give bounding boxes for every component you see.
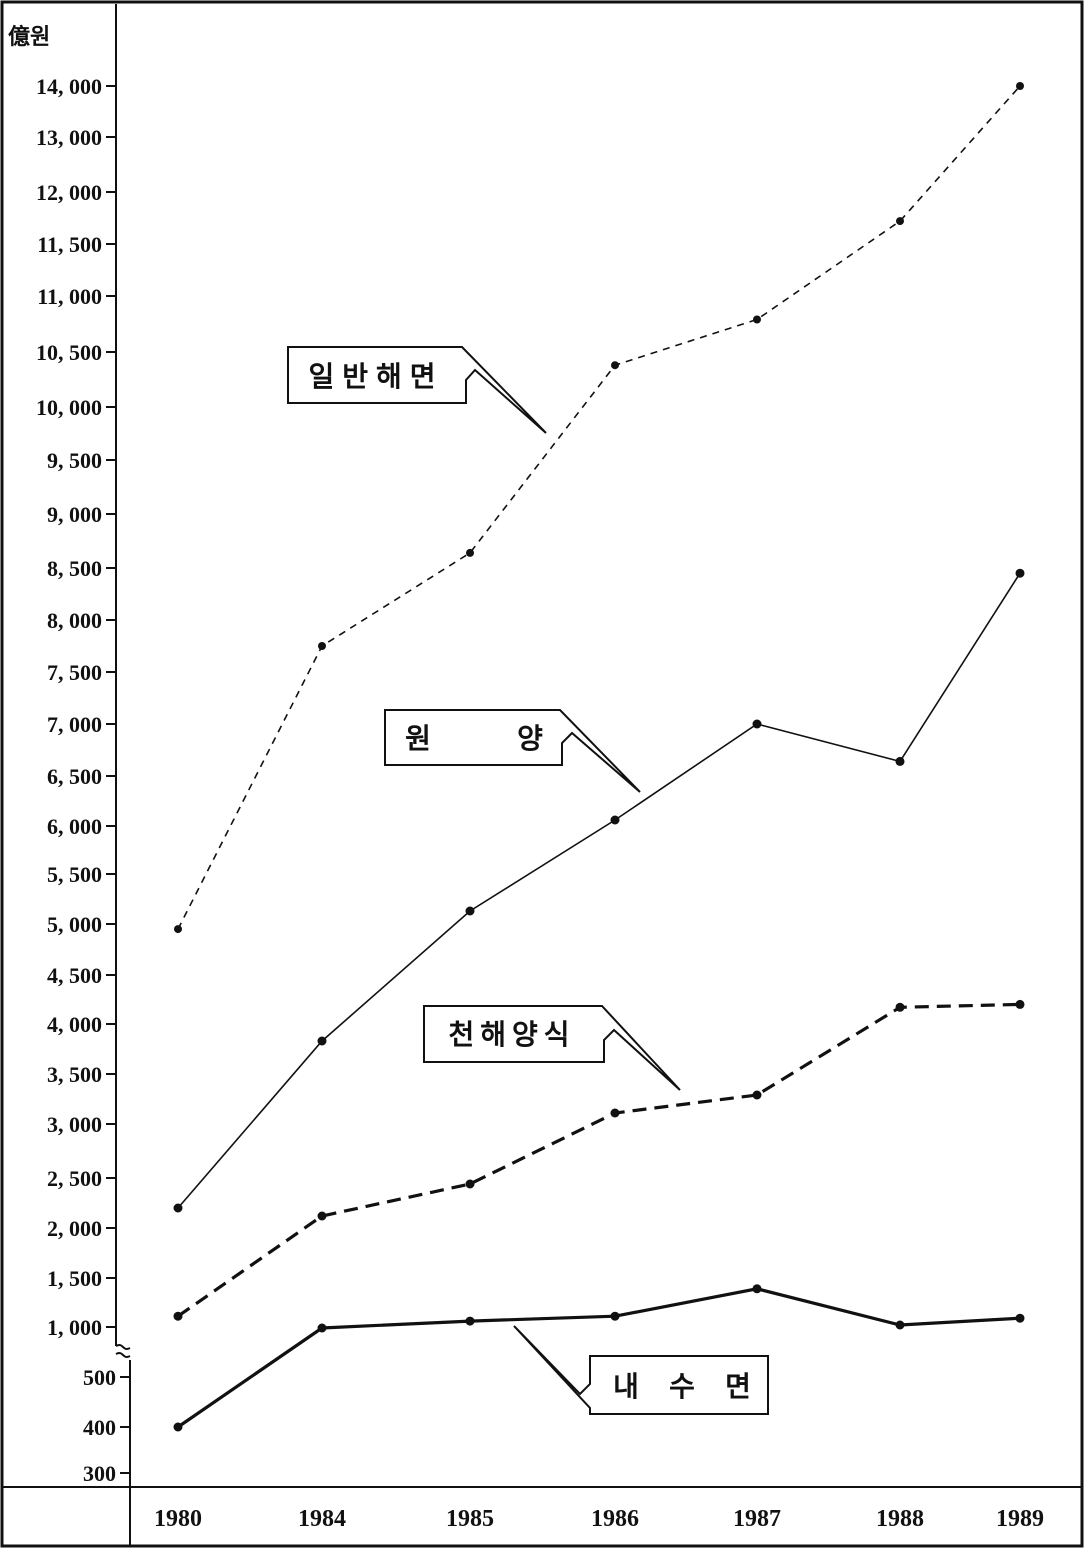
callout-label-shallow-aquaculture: 천해양식	[448, 1018, 575, 1051]
callout-label-inland-1: 내	[613, 1370, 639, 1403]
y-tick-label: 6, 500	[47, 764, 102, 789]
x-tick-label: 1980	[154, 1506, 202, 1532]
callout-shallow-aquaculture: 천해양식	[423, 1005, 681, 1091]
data-point-series-2	[610, 815, 620, 825]
callout-label-inland-3: 면	[725, 1370, 751, 1403]
y-tick-label: 10, 500	[36, 340, 102, 365]
y-tick-label: 4, 500	[47, 963, 102, 988]
data-point-series-2	[752, 719, 762, 729]
series-line-2	[177, 572, 1021, 1209]
series-line-1	[177, 85, 1021, 930]
y-tick-label: 3, 000	[47, 1112, 102, 1137]
data-point-series-4	[465, 1316, 475, 1326]
data-point-series-3	[317, 1211, 327, 1221]
y-tick-label: 13, 000	[36, 125, 102, 150]
y-tick-label: 7, 000	[47, 712, 102, 737]
data-point-series-4	[895, 1320, 905, 1330]
data-point-series-3	[465, 1179, 475, 1189]
data-point-series-2	[895, 756, 905, 766]
callout-label-inland-2: 수	[669, 1370, 695, 1403]
data-point-series-1	[1016, 82, 1024, 90]
data-point-series-2	[173, 1203, 183, 1213]
y-tick-label: 5, 000	[47, 912, 102, 937]
y-tick-label: 6, 000	[47, 814, 102, 839]
y-tick-label: 2, 500	[47, 1166, 102, 1191]
data-point-series-2	[317, 1036, 327, 1046]
y-tick-label: 3, 500	[47, 1062, 102, 1087]
data-point-series-3	[173, 1311, 183, 1321]
y-tick-label: 8, 500	[47, 556, 102, 581]
y-tick-label: 5, 500	[47, 862, 102, 887]
y-tick-label: 11, 500	[37, 232, 102, 257]
data-point-series-4	[752, 1284, 762, 1294]
callout-label-distant-sea-2: 양	[517, 722, 543, 755]
data-point-series-2	[465, 906, 475, 916]
data-point-series-1	[318, 642, 326, 650]
y-tick-label: 4, 000	[47, 1012, 102, 1037]
data-point-series-4	[317, 1323, 327, 1333]
y-tick-label: 500	[83, 1365, 116, 1390]
y-tick-label: 2, 000	[47, 1216, 102, 1241]
data-point-series-1	[174, 925, 182, 934]
y-tick-label: 11, 000	[37, 284, 102, 309]
series-points	[173, 82, 1025, 1432]
data-point-series-3	[895, 1002, 905, 1012]
x-axis-labels: 1980 1984 1985 1986 1987 1988 1989	[154, 1506, 1044, 1532]
callout-general-sea: 일반해면	[287, 346, 547, 434]
data-point-series-4	[173, 1422, 183, 1432]
y-tick-label: 10, 000	[36, 395, 102, 420]
y-tick-label: 8, 000	[47, 608, 102, 633]
x-tick-label: 1984	[298, 1506, 346, 1532]
x-tick-label: 1985	[446, 1506, 494, 1532]
data-point-series-1	[611, 361, 619, 370]
y-tick-label: 1, 000	[47, 1315, 102, 1340]
y-axis-unit-label: 億원	[8, 24, 50, 49]
y-tick-label: 400	[83, 1415, 116, 1440]
x-tick-label: 1986	[591, 1506, 639, 1532]
y-tick-label: 9, 500	[47, 448, 102, 473]
y-tick-label: 12, 000	[36, 180, 102, 205]
data-point-series-1	[753, 315, 761, 324]
x-tick-label: 1988	[876, 1506, 924, 1532]
axis-break-mark	[115, 1344, 131, 1358]
x-tick-label: 1987	[733, 1506, 781, 1532]
callout-label-distant-sea-1: 원	[405, 722, 431, 755]
y-axis-ticks: 14, 000 13, 000 12, 000 11, 500 11, 000 10, 5…	[36, 74, 130, 1486]
y-tick-label: 1, 500	[47, 1266, 102, 1291]
y-tick-label: 300	[83, 1461, 116, 1486]
data-point-series-3	[610, 1108, 620, 1118]
data-point-series-4	[610, 1311, 620, 1321]
data-point-series-2	[1015, 568, 1025, 578]
data-point-series-4	[1015, 1313, 1025, 1323]
data-point-series-1	[466, 548, 474, 557]
callout-inland-water: 내 수 면	[513, 1325, 769, 1415]
y-tick-label: 9, 000	[47, 502, 102, 527]
data-point-series-3	[752, 1090, 762, 1100]
data-point-series-3	[1015, 999, 1025, 1009]
y-tick-label: 14, 000	[36, 74, 102, 99]
x-tick-label: 1989	[996, 1506, 1044, 1532]
data-point-series-1	[896, 217, 904, 226]
y-tick-label: 7, 500	[47, 660, 102, 685]
callout-distant-sea: 원 양	[384, 709, 641, 793]
callout-label-general-sea: 일반해면	[308, 360, 443, 393]
